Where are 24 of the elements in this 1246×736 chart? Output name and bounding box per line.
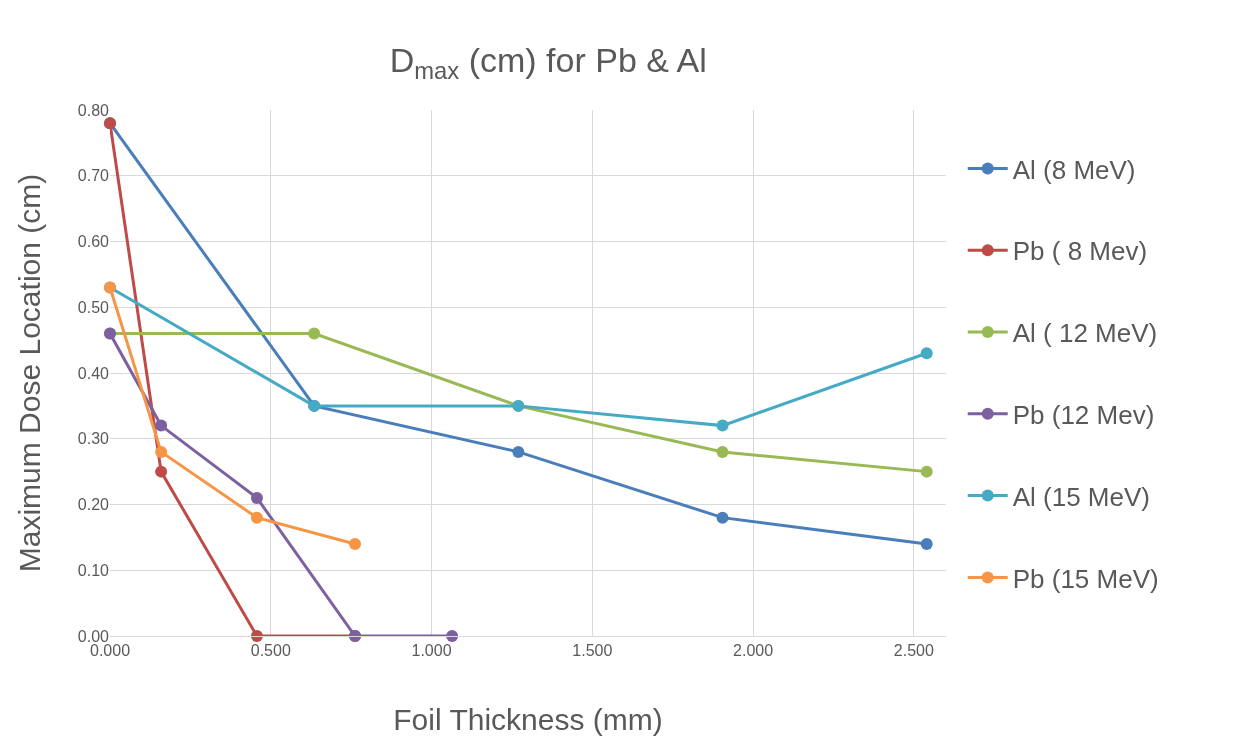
- x-tick-label: 1.000: [411, 642, 452, 660]
- y-tick-label: 0.50: [77, 298, 110, 316]
- y-tick-label: 0.10: [77, 561, 110, 579]
- legend-label: Pb (15 MeV): [1012, 563, 1159, 594]
- chart-title: D$_{max}$ (cm) for Pb & Al: [389, 40, 707, 84]
- legend-label: Al (15 MeV): [1012, 481, 1150, 512]
- y-axis-title: Maximum Dose Location (cm): [13, 173, 46, 573]
- y-tick-label: 0.00: [77, 627, 110, 645]
- x-axis-title: Foil Thickness (mm): [393, 703, 663, 736]
- y-tick-label: 0.20: [77, 496, 110, 514]
- y-tick-label: 0.70: [77, 167, 110, 185]
- x-tick-label: 2.000: [733, 642, 774, 660]
- x-tick-label: 0.500: [250, 642, 291, 660]
- legend-label: Pb ( 8 Mev): [1012, 236, 1148, 267]
- x-tick-label: 2.500: [893, 642, 934, 660]
- legend-label: Al ( 12 MeV): [1012, 318, 1158, 349]
- y-tick-label: 0.30: [77, 430, 110, 448]
- legend-label: Pb (12 Mev): [1012, 399, 1155, 430]
- x-tick-label: 0.000: [89, 642, 131, 660]
- x-tick-label: 1.500: [572, 642, 613, 660]
- y-tick-label: 0.40: [77, 364, 110, 382]
- y-tick-label: 0.80: [77, 101, 110, 119]
- legend-label: Al (8 MeV): [1012, 154, 1136, 185]
- y-tick-label: 0.60: [77, 233, 110, 251]
